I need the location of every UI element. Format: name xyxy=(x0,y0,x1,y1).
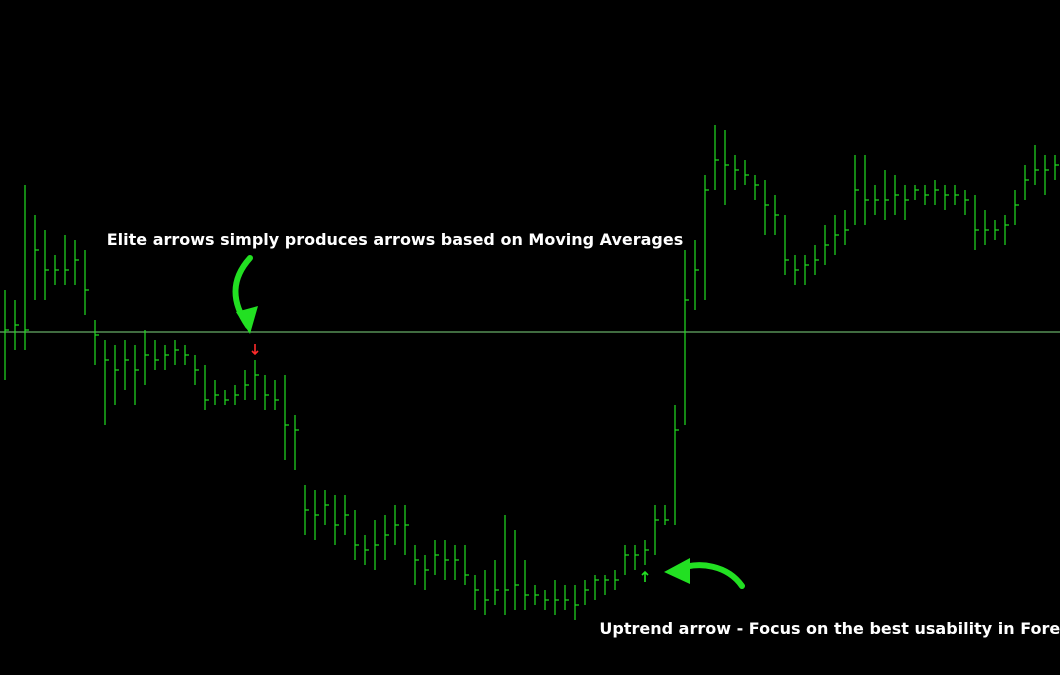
annotation: Uptrend arrow - Focus on the best usabil… xyxy=(599,619,1060,638)
pointer-arrow-head xyxy=(664,558,690,584)
signal-arrow xyxy=(641,570,649,582)
signal-arrow xyxy=(251,344,259,356)
pointer-arrow-head xyxy=(236,306,258,334)
annotation: Elite arrows simply produces arrows base… xyxy=(107,230,684,249)
plot xyxy=(0,125,1060,620)
